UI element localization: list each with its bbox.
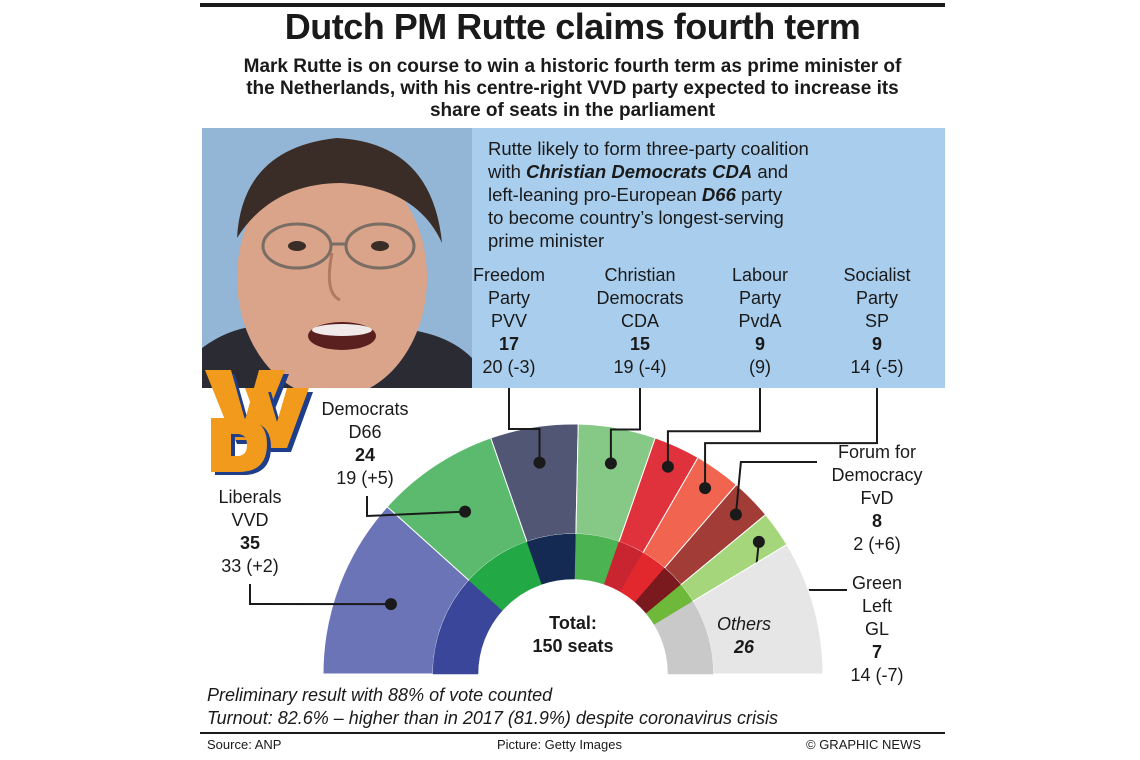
footnote-preliminary: Preliminary result with 88% of vote coun… — [207, 685, 553, 705]
party-seats: 26 — [733, 637, 755, 657]
party-seats: 35 — [239, 533, 261, 553]
party-label-gl: Green Left GL 7 14 (-7) — [812, 572, 942, 687]
party-name: CDA — [620, 311, 659, 331]
leader-dot-pvv — [533, 456, 546, 469]
party-name: Democracy — [831, 465, 923, 485]
leader-line-d66 — [366, 496, 466, 518]
party-name: Christian — [604, 265, 676, 285]
party-label-cda: Christian Democrats CDA 15 19 (-4) — [575, 264, 705, 379]
party-label-d66: Democrats D66 24 19 (+5) — [300, 398, 430, 490]
party-name: Left — [861, 596, 893, 616]
party-previous: 19 (-4) — [613, 357, 667, 377]
party-name: GL — [864, 619, 889, 639]
footnote-turnout: Turnout: 82.6% – higher than in 2017 (81… — [207, 708, 778, 728]
party-seats: 7 — [871, 642, 882, 662]
party-previous: 20 (-3) — [482, 357, 536, 377]
coalition-line-5: prime minister — [488, 230, 605, 251]
party-name: Liberals — [218, 487, 282, 507]
top-rule — [200, 3, 945, 7]
party-name: Forum for — [837, 442, 916, 462]
hemicycle-centre — [479, 580, 667, 674]
party-seats: 17 — [498, 334, 520, 354]
leader-line-pvv — [508, 388, 541, 463]
source-credit: Source: ANP — [207, 737, 282, 752]
party-previous: 33 (+2) — [221, 556, 279, 576]
party-label-vvd: Liberals VVD 35 33 (+2) — [185, 486, 315, 578]
party-name: Party — [487, 288, 530, 308]
coalition-line-1: Rutte likely to form three-party coaliti… — [488, 138, 809, 159]
leader-dot-d66 — [459, 505, 472, 518]
party-name: SP — [864, 311, 889, 331]
party-name: Labour — [731, 265, 789, 285]
party-previous: 2 (+6) — [853, 534, 901, 554]
leader-dot-sp — [699, 482, 712, 495]
party-name: Freedom — [472, 265, 546, 285]
vvd-logo-icon — [205, 360, 315, 475]
party-seats: 15 — [629, 334, 651, 354]
coalition-line-2: with Christian Democrats CDA and — [488, 161, 789, 182]
coalition-line-4: to become country’s longest-serving — [488, 207, 784, 228]
leader-dot-fvd — [729, 508, 742, 521]
party-name: Others — [716, 614, 772, 634]
party-previous: 14 (-5) — [850, 357, 904, 377]
party-name: Democrats — [321, 399, 409, 419]
party-seats: 24 — [354, 445, 376, 465]
party-seats: 9 — [754, 334, 765, 354]
party-name: FvD — [860, 488, 894, 508]
leader-line-fvd — [734, 461, 817, 515]
bottom-rule — [200, 732, 945, 734]
picture-credit: Picture: Getty Images — [497, 737, 622, 752]
party-name: PvdA — [738, 311, 782, 331]
party-previous: 19 (+5) — [336, 468, 394, 488]
party-name: Democrats — [596, 288, 684, 308]
leader-line-cda — [609, 388, 641, 464]
party-label-pvda: Labour Party PvdA 9 (9) — [695, 264, 825, 379]
coalition-text: Rutte likely to form three-party coaliti… — [488, 137, 928, 252]
party-name: Party — [738, 288, 781, 308]
total-seats-label: Total: 150 seats — [532, 613, 614, 656]
coalition-line-3: left-leaning pro-European D66 party — [488, 184, 783, 205]
portrait-illustration — [202, 128, 472, 388]
leader-line-pvda — [666, 388, 761, 467]
leader-line-vvd — [249, 584, 391, 606]
party-label-others: Others 26 — [679, 613, 809, 659]
copyright-credit: © GRAPHIC NEWS — [806, 737, 922, 752]
party-previous: 14 (-7) — [850, 665, 904, 685]
party-label-fvd: Forum for Democracy FvD 8 2 (+6) — [812, 441, 942, 556]
party-name: PVV — [490, 311, 528, 331]
leader-dot-vvd — [384, 598, 397, 611]
page-subtitle: Mark Rutte is on course to win a histori… — [243, 56, 902, 121]
party-seats: 9 — [871, 334, 882, 354]
party-label-pvv: Freedom Party PVV 17 20 (-3) — [444, 264, 574, 379]
party-name: Socialist — [843, 265, 911, 285]
leader-line-sp — [704, 388, 878, 489]
party-name: D66 — [348, 422, 382, 442]
party-name: VVD — [231, 510, 269, 530]
party-previous: (9) — [749, 357, 771, 377]
party-seats: 8 — [871, 511, 882, 531]
party-label-sp: Socialist Party SP 9 14 (-5) — [812, 264, 942, 379]
page-title: Dutch PM Rutte claims fourth term — [284, 6, 861, 47]
seat-segment-inner-others — [653, 601, 714, 675]
party-name: Party — [855, 288, 898, 308]
leader-dot-gl — [752, 535, 765, 548]
leader-dot-pvda — [661, 460, 674, 473]
leader-dot-cda — [604, 457, 617, 470]
party-name: Green — [851, 573, 903, 593]
